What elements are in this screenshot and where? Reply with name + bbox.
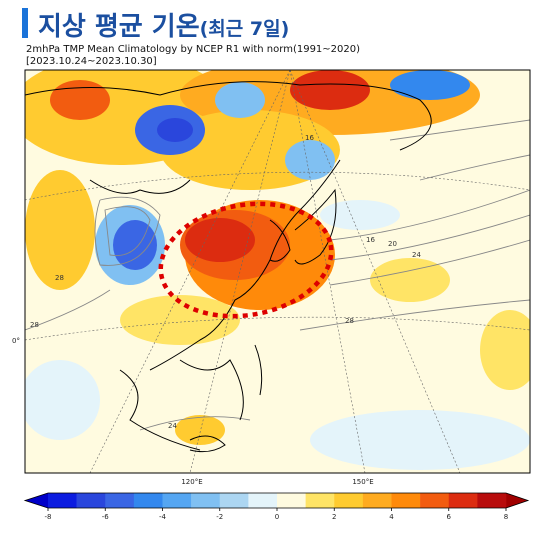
contour-label: 24 <box>168 422 177 430</box>
colorbar-bin <box>477 493 507 508</box>
colorbar-bin <box>162 493 192 508</box>
contour-label: 28 <box>30 321 39 329</box>
colorbar-bin <box>48 493 77 508</box>
colorbar-bin <box>277 493 306 508</box>
colorbar-tick-label: -6 <box>102 513 110 521</box>
date-range: [2023.10.24~2023.10.30] <box>26 56 157 67</box>
contour-label: 16 <box>305 134 314 142</box>
colorbar-bin <box>420 493 450 508</box>
colorbar-bin <box>248 493 278 508</box>
title-main: 지상 평균 기온 <box>38 12 200 42</box>
colorbar-tick-label: -4 <box>159 513 167 521</box>
colorbar-tick-label: -8 <box>45 513 52 521</box>
title: 지상 평균 기온(최근 7일) <box>38 6 289 43</box>
colorbar-bin <box>334 493 364 508</box>
lon-label: 150°E <box>352 478 373 486</box>
colorbar-tick-label: 2 <box>332 513 336 521</box>
colorbar-bin <box>133 493 163 508</box>
colorbar-extend-low <box>25 493 48 508</box>
subtitle: 2mhPa TMP Mean Climatology by NCEP R1 wi… <box>26 44 361 55</box>
colorbar-bin <box>448 493 478 508</box>
lon-label: 120°E <box>181 478 202 486</box>
colorbar-extend-high <box>506 493 528 508</box>
colorbar-bin <box>362 493 392 508</box>
map <box>25 70 530 473</box>
colorbar-bin <box>105 493 135 508</box>
colorbar-bin <box>391 493 421 508</box>
colorbar-bin <box>305 493 335 508</box>
contour-label: 28 <box>55 274 64 282</box>
colorbar-bin <box>219 493 249 508</box>
colorbar-bin <box>191 493 221 508</box>
contour-label: 28 <box>345 317 354 325</box>
colorbar-tick-label: -2 <box>216 513 223 521</box>
colorbar-tick-label: 6 <box>447 513 452 521</box>
lat-label: 0° <box>12 337 20 345</box>
colorbar-bin <box>76 493 106 508</box>
contour-label: 16 <box>366 236 375 244</box>
colorbar-tick-label: 8 <box>504 513 508 521</box>
contour-label: 20 <box>388 240 397 248</box>
colorbar-tick-label: 4 <box>389 513 394 521</box>
colorbar-tick-label: 0 <box>275 513 279 521</box>
title-suffix: (최근 7일) <box>199 18 290 40</box>
contour-label: 24 <box>412 251 421 259</box>
title-accent <box>22 8 28 38</box>
